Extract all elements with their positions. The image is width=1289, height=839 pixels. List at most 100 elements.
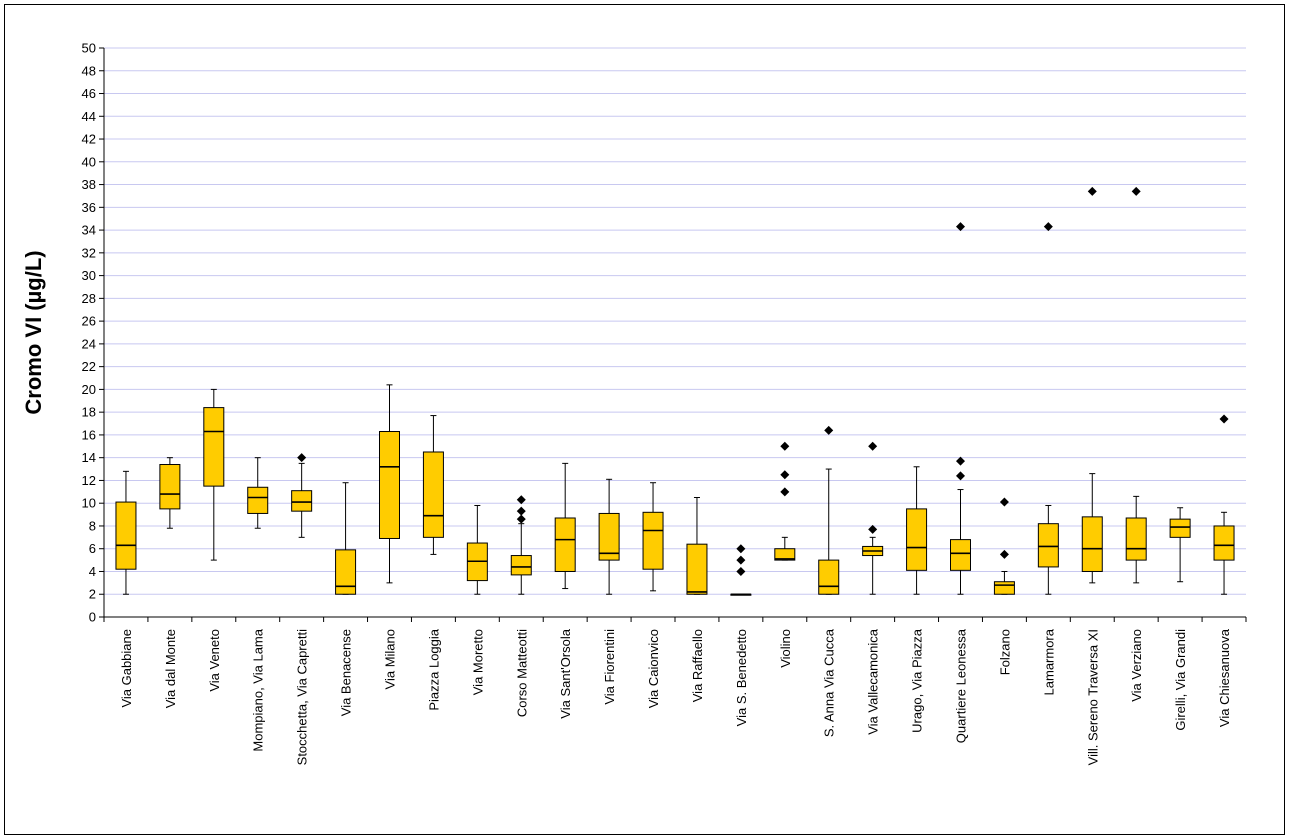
- axes: [99, 47, 1247, 622]
- outlier-point: [736, 566, 746, 576]
- y-tick-label: 10: [82, 496, 96, 511]
- box-2: [159, 457, 181, 529]
- category-label: Via Sant'Orsola: [558, 628, 573, 718]
- category-label: Mompiano, Via Lama: [251, 628, 266, 751]
- category-label: Via Verziano: [1129, 629, 1144, 702]
- box-12: [598, 478, 620, 595]
- outlier-point: [780, 441, 790, 451]
- box-26: [1213, 414, 1235, 595]
- category-label: Quartiere Leonessa: [954, 628, 969, 743]
- y-axis-label: Cromo VI (µg/L): [21, 250, 46, 414]
- category-label: Via Raffaello: [690, 629, 705, 702]
- box-10: [510, 495, 532, 595]
- outlier-point: [516, 506, 526, 516]
- box-9: [466, 504, 488, 595]
- y-tick-label: 2: [89, 587, 96, 602]
- outlier-point: [516, 495, 526, 505]
- box-body: [993, 581, 1015, 595]
- category-label: Via dal Monte: [163, 629, 178, 708]
- box-body: [774, 548, 796, 561]
- box-body: [115, 501, 137, 570]
- category-label: Vill. Sereno Traversa XI: [1085, 629, 1100, 765]
- box-body: [422, 451, 444, 538]
- y-tick-label: 26: [82, 314, 96, 329]
- box-body: [291, 490, 313, 512]
- y-tick-label: 12: [82, 473, 96, 488]
- box-body: [1037, 523, 1059, 568]
- box-body: [598, 512, 620, 561]
- box-6: [335, 482, 357, 595]
- labels: 0246810121416182022242628303234363840424…: [82, 41, 1233, 766]
- y-tick-label: 30: [82, 268, 96, 283]
- category-label: Via Fiorentini: [602, 629, 617, 705]
- outlier-point: [780, 470, 790, 480]
- category-label: Girelli, Via Grandi: [1173, 629, 1188, 731]
- y-tick-label: 40: [82, 154, 96, 169]
- y-tick-label: 36: [82, 200, 96, 215]
- box-20: [950, 222, 971, 595]
- outlier-point: [999, 549, 1009, 559]
- y-tick-label: 4: [89, 564, 96, 579]
- outlier-point: [868, 441, 878, 451]
- box-body: [950, 539, 971, 571]
- box-25: [1169, 507, 1191, 583]
- y-tick-label: 42: [82, 132, 96, 147]
- category-label: Corso Matteotti: [514, 629, 529, 717]
- category-label: Piazza Loggia: [426, 628, 441, 710]
- box-body: [818, 559, 840, 595]
- outlier-point: [780, 487, 790, 497]
- y-tick-label: 44: [82, 109, 96, 124]
- box-13: [642, 482, 664, 592]
- y-tick-label: 0: [89, 610, 96, 625]
- box-21: [993, 497, 1015, 595]
- box-3: [203, 388, 225, 561]
- outlier-point: [956, 456, 965, 466]
- outlier-point: [1087, 186, 1097, 196]
- category-label: Via Gabbiane: [119, 629, 134, 708]
- category-label: Via Milano: [383, 629, 398, 689]
- box-11: [554, 462, 576, 590]
- outlier-point: [516, 514, 526, 524]
- y-tick-label: 32: [82, 245, 96, 260]
- box-23: [1081, 186, 1103, 584]
- category-label: Stocchetta, Via Capretti: [295, 629, 310, 765]
- category-label: Urago, Via Piazza: [910, 628, 925, 733]
- box-19: [906, 466, 928, 595]
- outlier-point: [736, 555, 746, 565]
- box-18: [862, 441, 884, 595]
- box-body: [379, 431, 400, 539]
- box-body: [159, 464, 181, 510]
- category-label: Via S. Benedetto: [734, 629, 749, 726]
- box-8: [422, 415, 444, 555]
- category-label: Via Caionvico: [646, 629, 661, 708]
- outlier-point: [1219, 414, 1229, 424]
- box-body: [906, 508, 928, 571]
- box-14: [686, 497, 708, 595]
- y-tick-label: 8: [89, 518, 96, 533]
- box-7: [379, 384, 400, 584]
- box-body: [1081, 516, 1103, 572]
- box-4: [247, 457, 269, 529]
- box-body: [642, 511, 664, 570]
- y-tick-label: 24: [82, 336, 96, 351]
- box-17: [818, 425, 840, 595]
- category-label: Lamarmora: [1041, 628, 1056, 695]
- grid-lines: [104, 47, 1246, 595]
- box-24: [1125, 186, 1147, 584]
- y-tick-label: 6: [89, 541, 96, 556]
- outlier-point: [297, 453, 307, 463]
- category-label: Via Chiesanuova: [1217, 628, 1232, 727]
- y-tick-label: 46: [82, 86, 96, 101]
- outlier-point: [956, 222, 965, 232]
- category-label: S. Anna Via Cucca: [822, 628, 837, 737]
- box-body: [686, 543, 708, 595]
- category-label: Via Vallecamonica: [866, 628, 881, 735]
- outlier-point: [999, 497, 1009, 507]
- box-5: [291, 453, 313, 538]
- box-15: [730, 544, 752, 596]
- box-body: [247, 486, 269, 514]
- category-label: Folzano: [997, 629, 1012, 675]
- box-body: [1213, 525, 1235, 561]
- box-body: [1169, 518, 1191, 538]
- y-tick-label: 16: [82, 427, 96, 442]
